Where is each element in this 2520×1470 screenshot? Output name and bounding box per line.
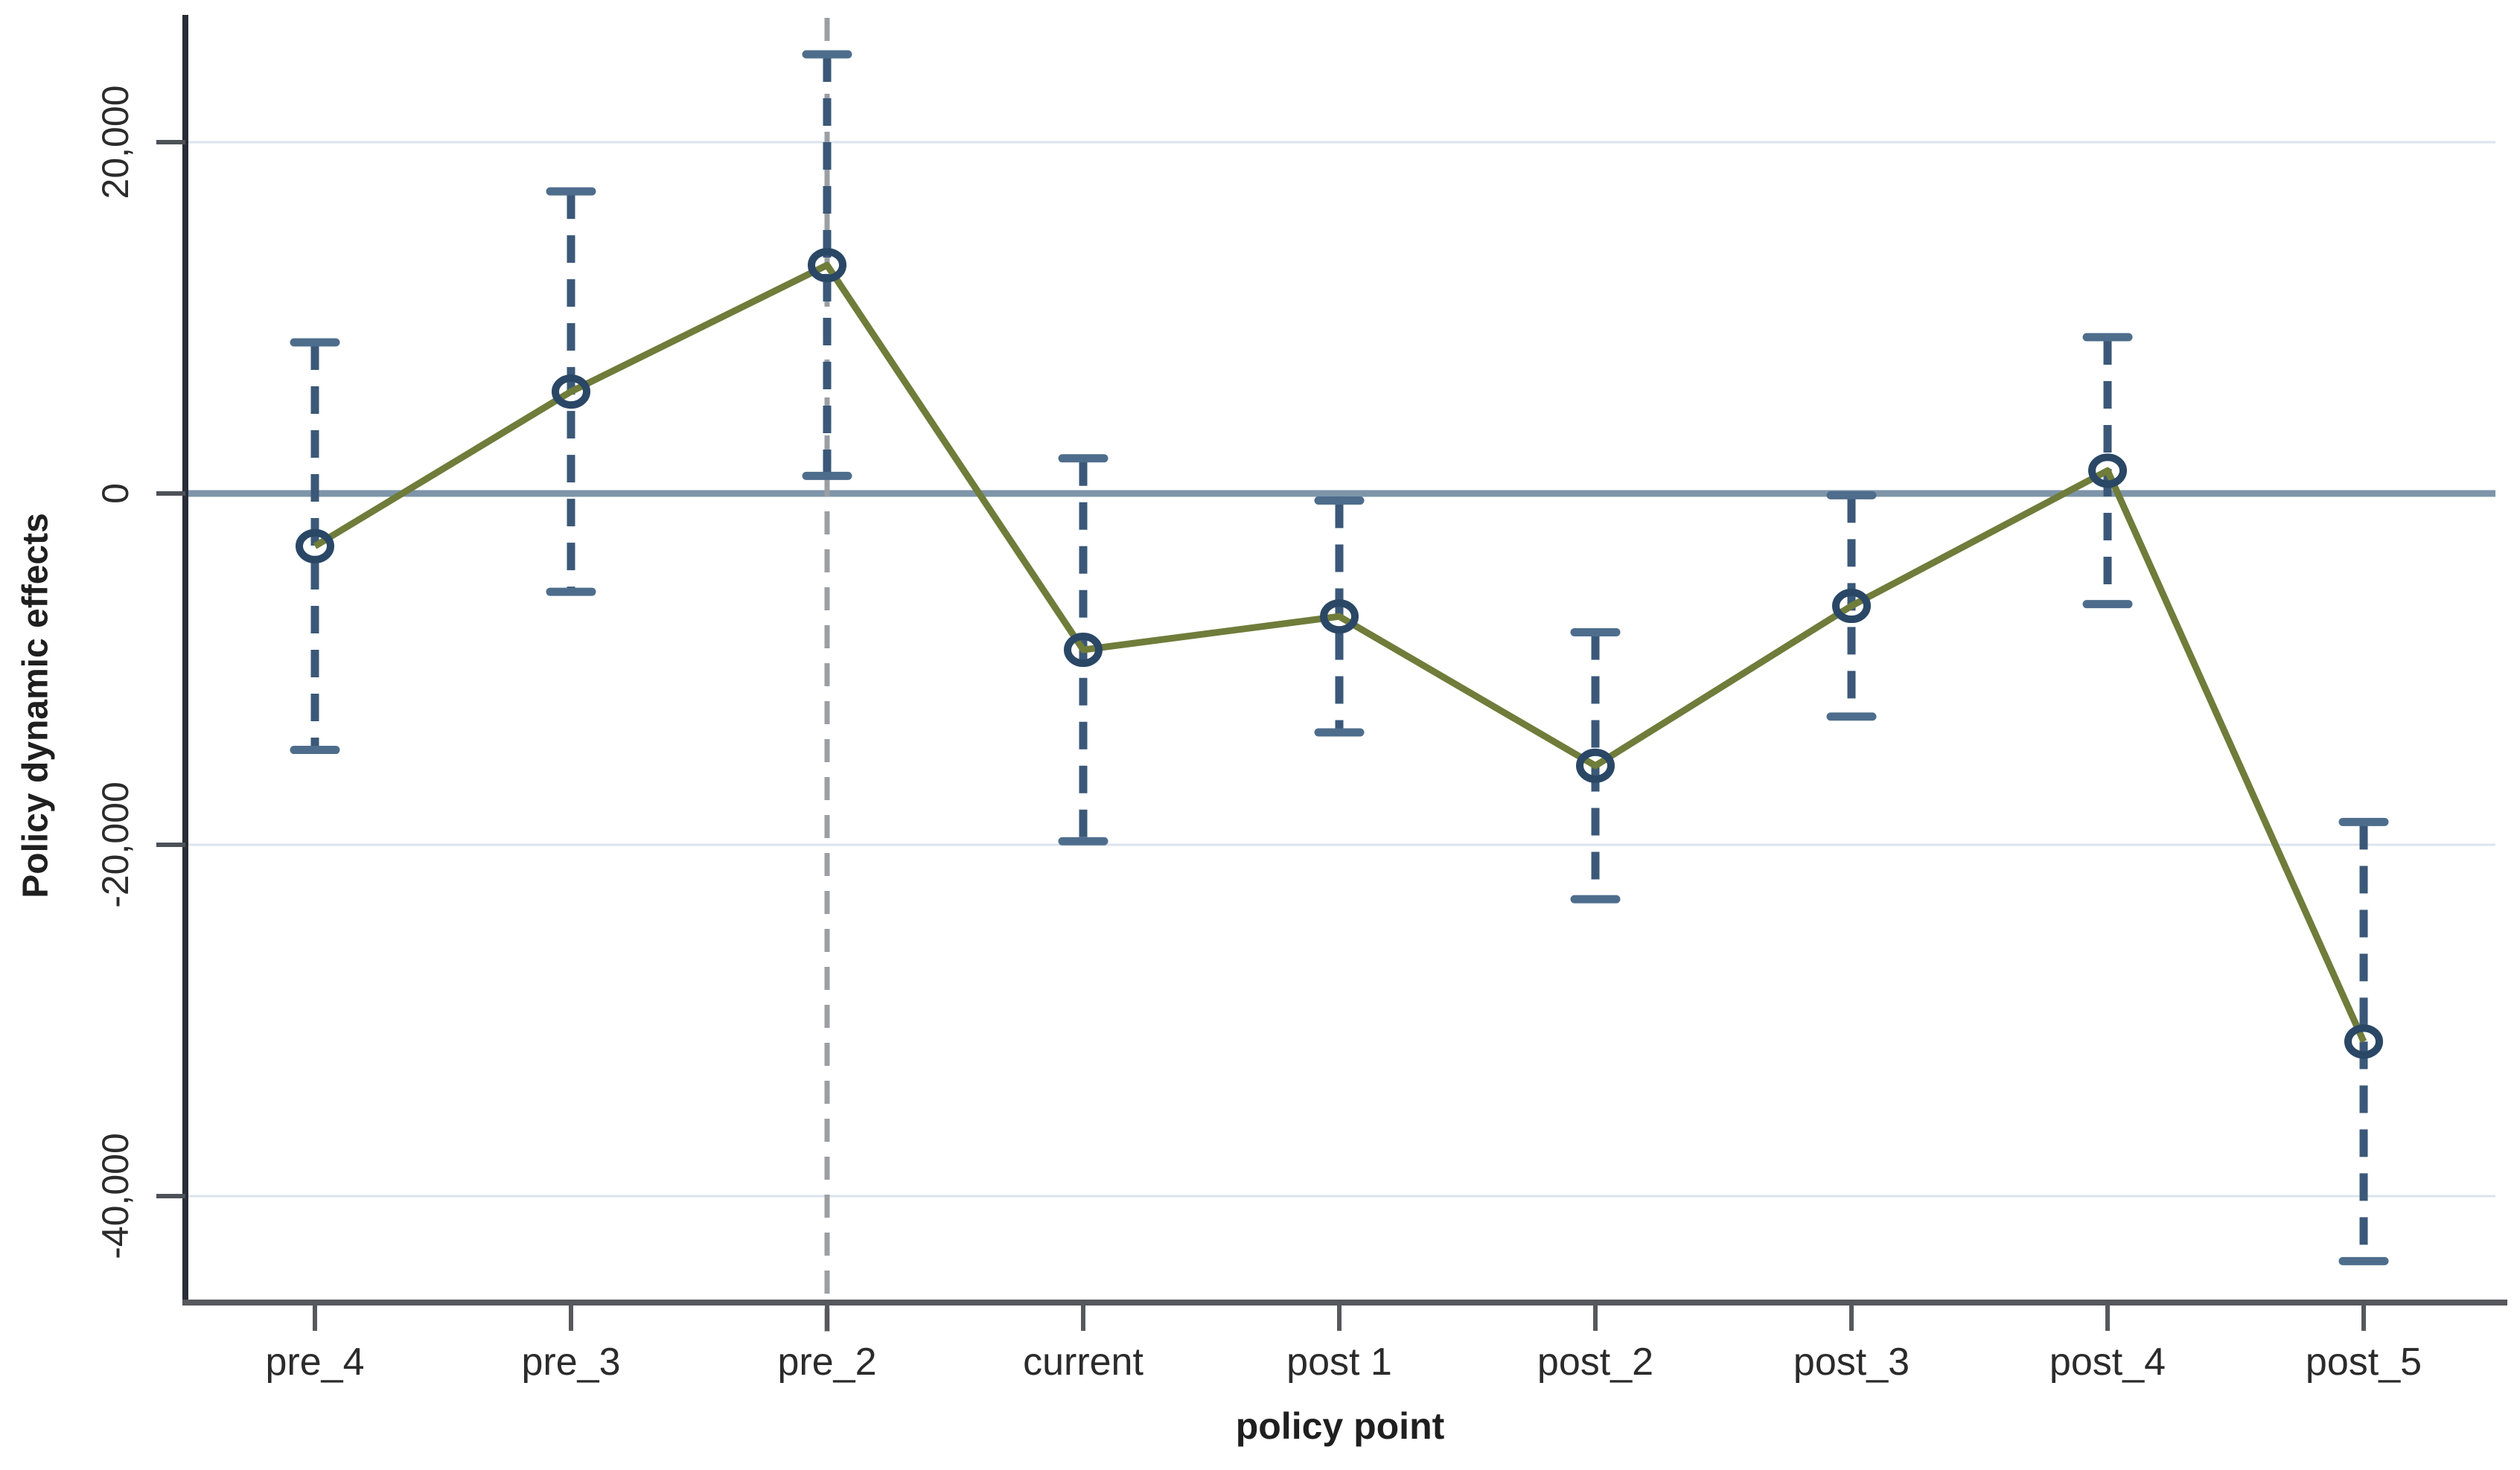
x-tick-label: pre_3 [522, 1340, 621, 1384]
data-point-marker [1576, 748, 1615, 783]
x-axis-title: policy point [1236, 1405, 1445, 1447]
y-tick-label: 20,000 [95, 86, 136, 199]
x-tick-label: pre_4 [266, 1340, 365, 1384]
y-axis-title: Policy dynamic effects [16, 513, 56, 898]
x-tick-label: post_2 [1537, 1340, 1653, 1384]
x-tick-label: post 1 [1286, 1340, 1392, 1384]
data-point-marker [2088, 453, 2127, 488]
data-point-marker [808, 248, 846, 283]
y-tick-label: -40,000 [95, 1133, 136, 1259]
data-point-marker [1064, 633, 1103, 668]
y-tick-label: -20,000 [95, 782, 136, 908]
data-point-marker [1832, 589, 1871, 624]
x-tick-label: post_5 [2306, 1340, 2422, 1384]
y-tick-label: 0 [95, 483, 136, 504]
x-tick-label: pre_2 [778, 1340, 877, 1384]
data-point-marker [2344, 1024, 2383, 1059]
x-tick-label: post_3 [1793, 1340, 1910, 1384]
x-tick-label: current [1023, 1340, 1143, 1384]
data-point-marker [296, 528, 334, 563]
data-point-marker [1320, 599, 1359, 634]
x-tick-label: post_4 [2050, 1340, 2166, 1384]
estimate-line [313, 261, 2367, 1044]
data-point-marker [552, 374, 590, 409]
